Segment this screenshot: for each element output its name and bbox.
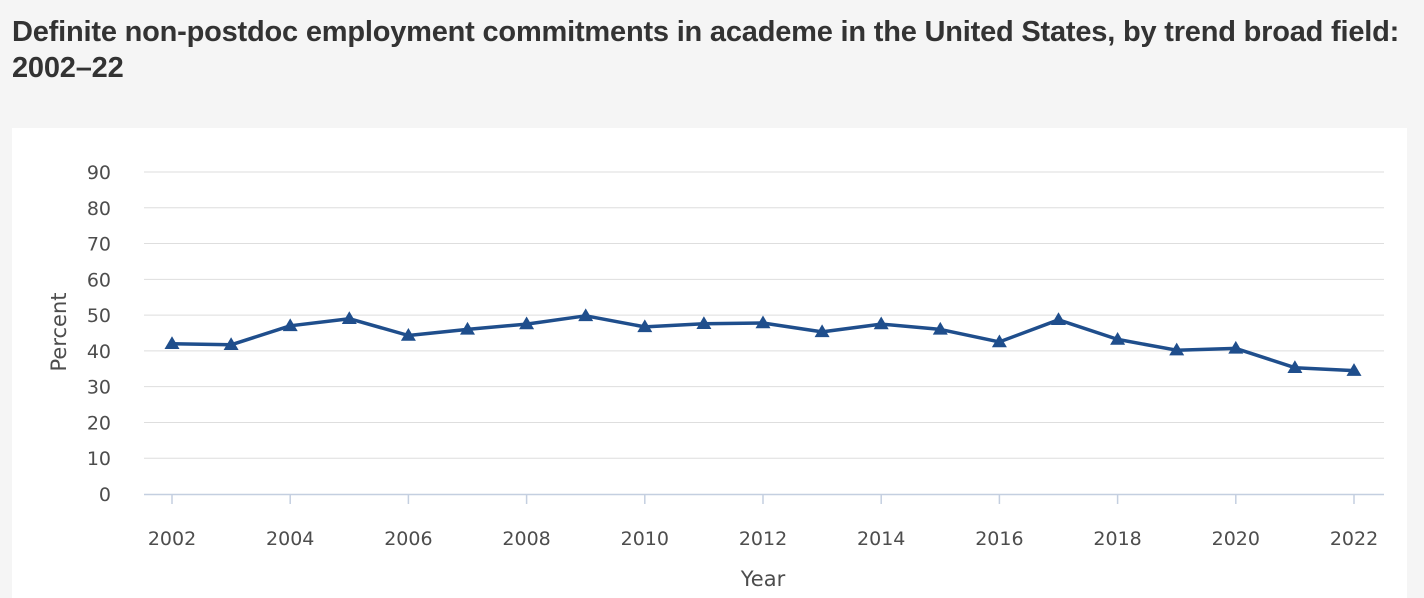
x-axis-tick-labels: 2002 2004 2006 2008 2010 2012 2014 2016 2018 2020…	[148, 528, 1378, 550]
gridlines	[144, 171, 1384, 459]
x-tick-label: 2022	[1330, 528, 1378, 550]
chart-panel: 0 10 20 30 40 50 60 70 80 90 2002 2004 2006 2008 2010…	[12, 128, 1407, 598]
data-point-marker[interactable]	[1051, 312, 1066, 326]
y-tick-label: 40	[87, 341, 111, 363]
y-axis-title: Percent	[47, 292, 71, 371]
data-point-marker[interactable]	[1346, 363, 1362, 376]
y-tick-label: 10	[87, 448, 111, 470]
line-chart: 0 10 20 30 40 50 60 70 80 90 2002 2004 2006 2008 2010…	[47, 162, 1384, 591]
data-point-marker[interactable]	[1228, 340, 1244, 354]
data-point-marker[interactable]	[873, 316, 889, 330]
y-tick-label: 60	[87, 269, 111, 291]
y-axis-tick-labels: 0 10 20 30 40 50 60 70 80 90	[87, 162, 111, 506]
x-tick-label: 2010	[621, 528, 669, 550]
chart-title: Definite non-postdoc employment commitme…	[12, 16, 1400, 84]
x-axis-title: Year	[740, 567, 786, 591]
data-point-marker[interactable]	[519, 316, 535, 330]
x-tick-label: 2008	[502, 528, 550, 550]
x-tick-label: 2002	[148, 528, 196, 550]
data-point-marker[interactable]	[1287, 360, 1303, 373]
x-tick-label: 2016	[975, 528, 1023, 550]
data-point-marker[interactable]	[1110, 331, 1126, 345]
data-point-marker[interactable]	[696, 316, 712, 329]
y-tick-label: 50	[87, 305, 111, 327]
data-point-marker[interactable]	[755, 315, 771, 329]
data-point-marker[interactable]	[223, 337, 239, 351]
x-tick-label: 2012	[739, 528, 787, 550]
y-tick-label: 70	[87, 234, 111, 256]
data-point-marker[interactable]	[400, 328, 416, 341]
y-tick-label: 90	[87, 162, 111, 184]
x-tick-label: 2018	[1093, 528, 1141, 550]
x-tick-label: 2004	[266, 528, 314, 550]
data-point-marker[interactable]	[637, 319, 653, 333]
data-point-marker[interactable]	[578, 308, 594, 322]
x-axis	[144, 493, 1384, 504]
data-point-marker[interactable]	[991, 334, 1007, 348]
y-tick-label: 80	[87, 198, 111, 220]
x-tick-label: 2006	[384, 528, 432, 550]
data-point-marker[interactable]	[814, 324, 830, 338]
y-tick-label: 20	[87, 412, 111, 434]
x-tick-label: 2014	[857, 528, 905, 550]
y-tick-label: 0	[99, 484, 111, 506]
data-point-marker[interactable]	[341, 311, 357, 324]
data-point-marker[interactable]	[932, 321, 948, 335]
data-point-marker[interactable]	[164, 336, 180, 349]
y-tick-label: 30	[87, 377, 111, 399]
data-series[interactable]	[164, 308, 1362, 376]
data-point-marker[interactable]	[282, 318, 298, 332]
data-point-marker[interactable]	[1169, 342, 1185, 356]
x-tick-label: 2020	[1212, 528, 1260, 550]
data-point-marker[interactable]	[460, 321, 475, 335]
